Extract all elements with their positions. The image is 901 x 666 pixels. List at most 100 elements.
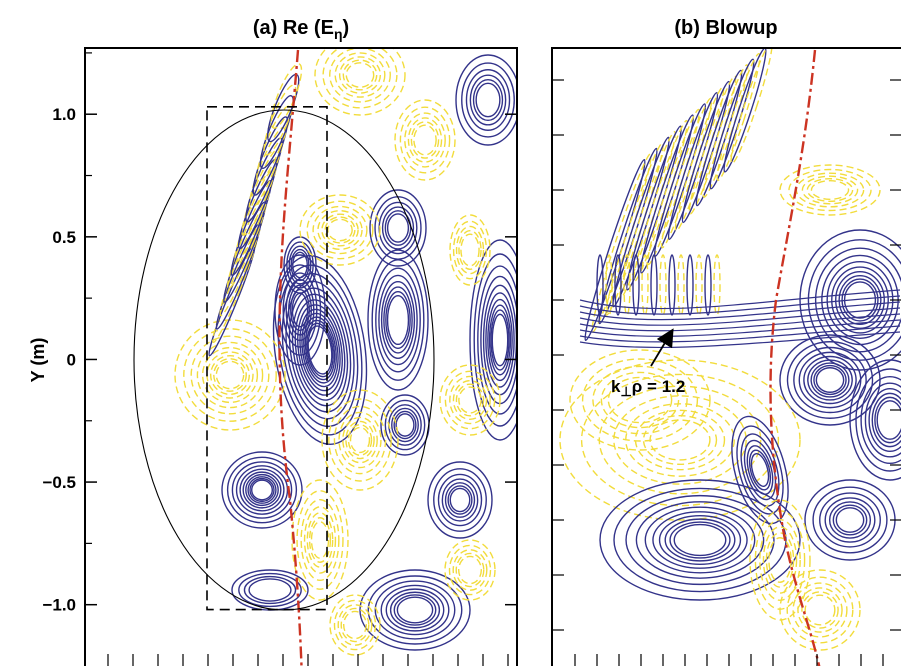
negative-contour — [592, 365, 688, 435]
panel-a-title: (a) Re (Eη) — [253, 17, 349, 42]
negative-contour — [448, 544, 492, 596]
positive-contour — [380, 584, 450, 636]
negative-contour — [324, 216, 356, 244]
negative-contour — [801, 175, 859, 205]
positive-contour — [579, 331, 901, 349]
positive-contour — [231, 461, 293, 519]
negative-contour — [455, 552, 485, 588]
negative-contour — [300, 498, 340, 582]
positive-contour — [375, 267, 421, 373]
positive-contour — [239, 468, 285, 512]
positive-contour — [444, 482, 476, 518]
positive-contour — [644, 506, 756, 574]
negative-contour — [641, 254, 649, 316]
y-axis-label: Y (m) — [28, 338, 48, 383]
positive-contour — [383, 286, 413, 354]
negative-contour — [759, 518, 801, 602]
positive-contour — [259, 95, 294, 169]
negative-contour — [196, 341, 264, 409]
negative-contour — [174, 319, 286, 431]
negative-contour — [455, 383, 485, 417]
positive-contour — [473, 253, 517, 427]
negative-contour — [263, 84, 297, 156]
negative-contour — [329, 594, 381, 656]
positive-contour — [285, 278, 315, 342]
negative-contour — [306, 512, 334, 568]
negative-contour — [334, 52, 386, 98]
positive-contour — [359, 569, 471, 651]
negative-contour — [605, 254, 613, 316]
positive-contour — [868, 387, 901, 453]
positive-contour — [874, 396, 901, 444]
negative-contour — [407, 117, 443, 163]
positive-contour — [487, 298, 513, 382]
positive-contour — [652, 511, 748, 569]
positive-contour — [799, 229, 901, 371]
negative-contour — [452, 549, 488, 591]
negative-contour — [792, 582, 848, 638]
negative-contour — [779, 569, 861, 651]
positive-contour — [786, 341, 874, 419]
positive-contour — [290, 288, 310, 332]
y-tick-label: −1.0 — [42, 596, 76, 615]
negative-contour — [312, 205, 368, 255]
resonance-curve — [278, 49, 303, 666]
negative-contour — [634, 409, 726, 471]
negative-contour — [314, 48, 406, 116]
positive-contour — [488, 304, 512, 376]
negative-contour — [349, 426, 371, 454]
positive-contour — [579, 301, 901, 321]
positive-contour — [230, 179, 272, 277]
positive-contour — [815, 367, 845, 393]
positive-contour — [835, 270, 885, 330]
positive-contour — [838, 274, 882, 326]
positive-contour — [238, 572, 302, 608]
positive-contour — [249, 477, 275, 503]
positive-contour — [779, 334, 881, 426]
positive-contour — [871, 392, 901, 448]
negative-contour — [804, 594, 836, 626]
positive-contour — [731, 415, 789, 525]
positive-contour — [465, 69, 511, 131]
positive-contour — [441, 478, 479, 522]
negative-contour — [444, 539, 496, 601]
positive-contour — [283, 236, 317, 294]
positive-contour — [490, 309, 510, 371]
negative-contour — [810, 180, 850, 200]
positive-contour — [475, 82, 501, 118]
positive-contour — [288, 245, 312, 285]
positive-contour — [599, 479, 801, 601]
positive-contour — [704, 254, 712, 316]
positive-contour — [841, 278, 879, 322]
negative-contour — [347, 424, 373, 456]
positive-contour — [235, 465, 289, 515]
positive-contour — [579, 307, 901, 326]
kperp-annotation: k⊥ρ = 1.2 — [611, 328, 685, 399]
positive-contour — [667, 92, 719, 240]
negative-contour — [623, 254, 631, 316]
negative-contour — [310, 521, 330, 559]
positive-contour — [579, 295, 901, 315]
positive-contour — [384, 399, 426, 451]
positive-contour — [469, 239, 517, 441]
positive-contour — [579, 313, 901, 332]
positive-contour — [750, 453, 770, 487]
positive-contour — [748, 449, 772, 491]
positive-contour — [469, 74, 507, 126]
negative-contour — [308, 517, 332, 563]
negative-contour — [762, 526, 798, 594]
negative-contour — [768, 537, 792, 583]
negative-contour — [322, 48, 398, 109]
panel-a-frame — [84, 47, 518, 666]
positive-contour — [472, 78, 504, 122]
positive-contour — [864, 382, 901, 458]
positive-contour — [669, 521, 731, 559]
positive-contour — [455, 54, 517, 146]
negative-contour — [649, 419, 711, 461]
negative-contour — [444, 370, 496, 430]
negative-contour — [333, 599, 377, 651]
negative-contour — [458, 386, 482, 414]
negative-contour — [338, 411, 382, 469]
negative-contour — [303, 506, 337, 574]
